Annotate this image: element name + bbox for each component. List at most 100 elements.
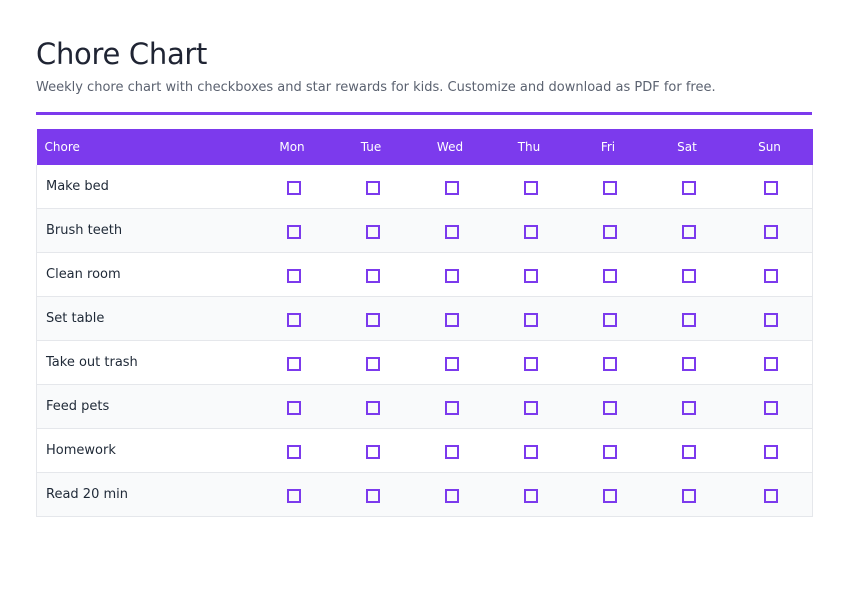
chore-name: Take out trash [36, 340, 253, 385]
checkbox-mon[interactable] [287, 312, 301, 327]
checkbox-thu[interactable] [524, 268, 538, 283]
checkbox-mon[interactable] [287, 400, 301, 415]
checkbox-wed[interactable] [445, 268, 459, 283]
checkbox-fri[interactable] [603, 400, 617, 415]
checkbox-wed[interactable] [445, 400, 459, 415]
column-header-wed: Wed [410, 129, 490, 165]
checkbox-sat[interactable] [682, 400, 696, 415]
checkbox-sun[interactable] [764, 444, 779, 459]
day-cell-wed [410, 208, 490, 253]
day-cell-sun [726, 208, 813, 253]
table-row: Read 20 min [36, 472, 813, 517]
chore-name: Brush teeth [36, 208, 253, 253]
checkbox-thu[interactable] [524, 224, 538, 239]
checkbox-tue[interactable] [366, 312, 380, 327]
checkbox-sat[interactable] [682, 356, 696, 371]
checkbox-sat[interactable] [682, 224, 696, 239]
checkbox-tue[interactable] [366, 444, 380, 459]
checkbox-sun[interactable] [764, 268, 779, 283]
checkbox-thu[interactable] [524, 400, 538, 415]
checkbox-sat[interactable] [682, 268, 696, 283]
checkbox-sun[interactable] [764, 356, 779, 371]
checkbox-sat[interactable] [682, 180, 696, 195]
day-cell-fri [568, 384, 648, 429]
checkbox-wed[interactable] [445, 312, 459, 327]
checkbox-tue[interactable] [366, 488, 380, 503]
day-cell-tue [331, 384, 411, 429]
day-cell-fri [568, 428, 648, 473]
column-header-mon: Mon [252, 129, 332, 165]
day-cell-sat [647, 165, 727, 209]
checkbox-sun[interactable] [764, 224, 779, 239]
day-cell-fri [568, 296, 648, 341]
checkbox-mon[interactable] [287, 268, 301, 283]
table-row: Clean room [36, 252, 813, 297]
checkbox-tue[interactable] [366, 224, 380, 239]
day-cell-thu [489, 208, 569, 253]
column-header-sat: Sat [647, 129, 727, 165]
day-cell-thu [489, 165, 569, 209]
day-cell-wed [410, 252, 490, 297]
checkbox-thu[interactable] [524, 444, 538, 459]
table-row: Set table [36, 296, 813, 341]
chore-name: Read 20 min [36, 472, 253, 517]
checkbox-fri[interactable] [603, 180, 617, 195]
checkbox-wed[interactable] [445, 356, 459, 371]
checkbox-sun[interactable] [764, 488, 779, 503]
checkbox-fri[interactable] [603, 444, 617, 459]
checkbox-mon[interactable] [287, 444, 301, 459]
day-cell-mon [252, 165, 332, 209]
checkbox-mon[interactable] [287, 224, 301, 239]
checkbox-tue[interactable] [366, 268, 380, 283]
checkbox-thu[interactable] [524, 356, 538, 371]
day-cell-sat [647, 340, 727, 385]
checkbox-wed[interactable] [445, 488, 459, 503]
page-subtitle: Weekly chore chart with checkboxes and s… [36, 80, 716, 95]
checkbox-sat[interactable] [682, 444, 696, 459]
checkbox-thu[interactable] [524, 180, 538, 195]
checkbox-tue[interactable] [366, 180, 380, 195]
day-cell-fri [568, 208, 648, 253]
checkbox-tue[interactable] [366, 400, 380, 415]
checkbox-mon[interactable] [287, 180, 301, 195]
checkbox-fri[interactable] [603, 224, 617, 239]
checkbox-thu[interactable] [524, 312, 538, 327]
checkbox-sat[interactable] [682, 312, 696, 327]
checkbox-wed[interactable] [445, 224, 459, 239]
checkbox-sun[interactable] [764, 312, 779, 327]
day-cell-sun [726, 165, 813, 209]
day-cell-wed [410, 472, 490, 517]
day-cell-tue [331, 296, 411, 341]
column-header-chore: Chore [36, 129, 253, 165]
checkbox-sun[interactable] [764, 180, 779, 195]
checkbox-fri[interactable] [603, 268, 617, 283]
day-cell-sun [726, 340, 813, 385]
day-cell-sat [647, 472, 727, 517]
day-cell-sun [726, 384, 813, 429]
day-cell-sat [647, 384, 727, 429]
checkbox-wed[interactable] [445, 444, 459, 459]
checkbox-fri[interactable] [603, 488, 617, 503]
chore-name: Set table [36, 296, 253, 341]
day-cell-wed [410, 384, 490, 429]
chore-table: Chore Mon Tue Wed Thu Fri Sat Sun Make bed Brus… [36, 129, 813, 517]
day-cell-tue [331, 165, 411, 209]
day-cell-fri [568, 252, 648, 297]
checkbox-mon[interactable] [287, 356, 301, 371]
checkbox-mon[interactable] [287, 488, 301, 503]
checkbox-sun[interactable] [764, 400, 779, 415]
table-row: Homework [36, 428, 813, 473]
day-cell-wed [410, 340, 490, 385]
checkbox-fri[interactable] [603, 312, 617, 327]
table-row: Feed pets [36, 384, 813, 429]
day-cell-thu [489, 428, 569, 473]
day-cell-sat [647, 428, 727, 473]
table-row: Brush teeth [36, 208, 813, 253]
checkbox-tue[interactable] [366, 356, 380, 371]
checkbox-sat[interactable] [682, 488, 696, 503]
checkbox-wed[interactable] [445, 180, 459, 195]
table-row: Take out trash [36, 340, 813, 385]
day-cell-mon [252, 472, 332, 517]
checkbox-fri[interactable] [603, 356, 617, 371]
checkbox-thu[interactable] [524, 488, 538, 503]
